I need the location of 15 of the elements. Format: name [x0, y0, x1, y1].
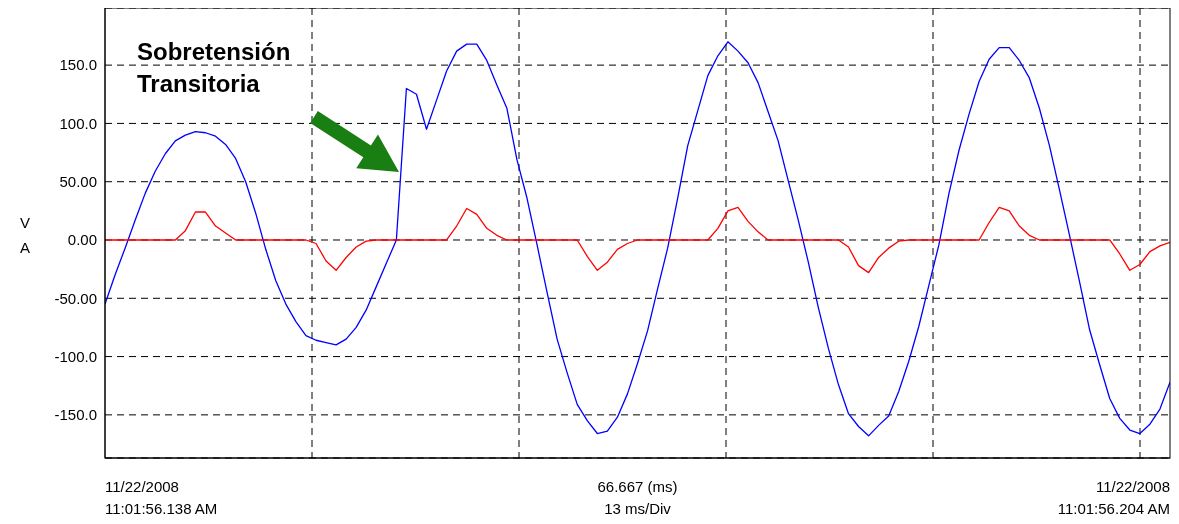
y-tick-label: -50.00: [54, 289, 97, 307]
y-tick-label: -150.0: [54, 406, 97, 424]
x-axis-title: 66.667 (ms): [597, 478, 678, 495]
y-tick-label: 100.0: [59, 114, 97, 132]
annotation: Sobretensión Transitoria: [137, 38, 291, 97]
y-axis-title: V A: [19, 213, 31, 256]
y-tick-label: 0.00: [67, 231, 97, 249]
line-series: [105, 41, 1170, 437]
y-tick-label: 150.0: [59, 56, 97, 74]
text: 13 ms/Div: [604, 500, 672, 517]
y-tick-label: 50.00: [59, 173, 97, 191]
line-series: [105, 206, 1170, 274]
y-tick-label: -100.0: [54, 347, 97, 365]
text: 11/22/2008 11:01:56.138 AM: [105, 478, 218, 517]
text: 11/22/2008 11:01:56.204 AM: [1057, 478, 1170, 517]
